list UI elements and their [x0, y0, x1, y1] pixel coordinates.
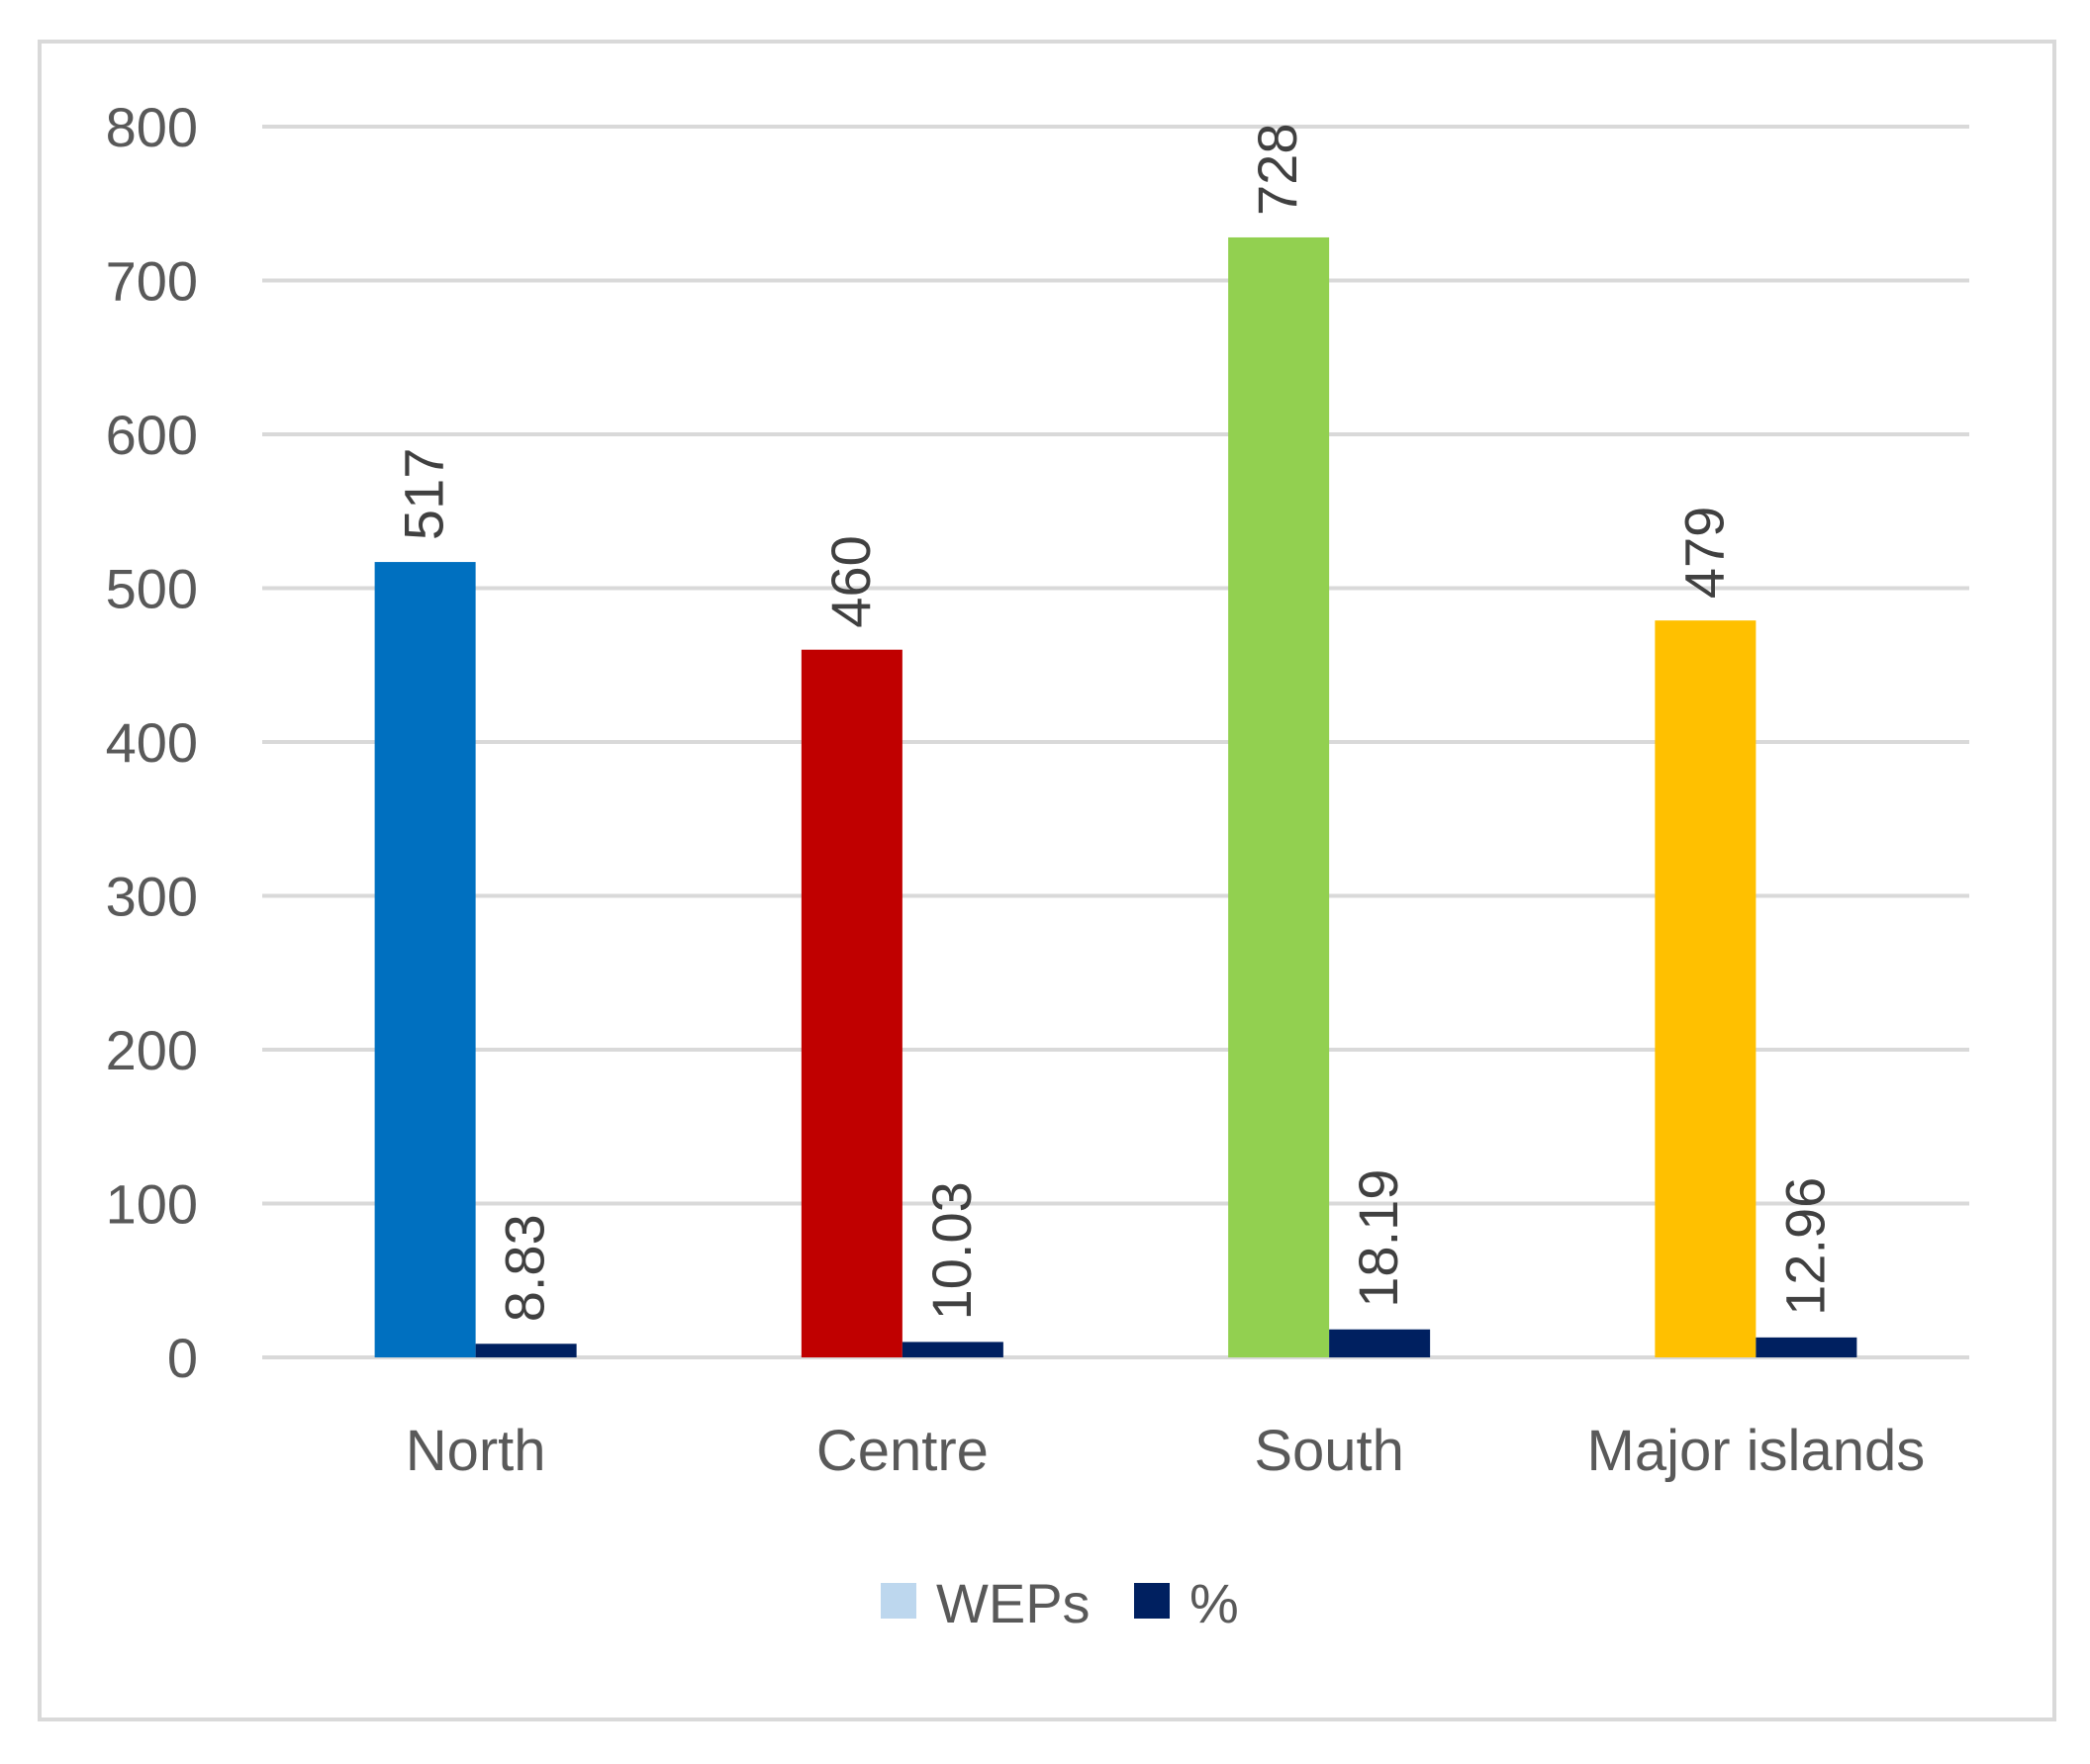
y-tick-label: 600 — [106, 404, 198, 466]
legend-label: % — [1189, 1572, 1239, 1634]
bars — [374, 236, 1857, 1358]
bar-weps — [801, 649, 902, 1357]
data-label: 12.96 — [1773, 1177, 1836, 1316]
x-category-label: North — [406, 1419, 546, 1483]
bar-weps — [374, 562, 476, 1357]
y-tick-label: 800 — [106, 96, 198, 158]
legend-swatch — [881, 1583, 916, 1619]
x-category-label: Centre — [816, 1419, 989, 1483]
legend-label: WEPs — [936, 1572, 1091, 1634]
y-tick-label: 0 — [167, 1327, 198, 1389]
y-tick-label: 500 — [106, 558, 198, 620]
bar-weps — [1655, 620, 1757, 1357]
data-labels: 517 8.83 460 10.03 728 18.19 479 12.96 — [393, 124, 1837, 1323]
legend: WEPs% — [881, 1572, 1239, 1634]
y-tick-label: 700 — [106, 250, 198, 313]
bar-weps — [1228, 236, 1330, 1358]
bar-percent — [475, 1344, 577, 1357]
y-tick-label: 400 — [106, 711, 198, 774]
data-label: 517 — [393, 448, 455, 540]
x-axis-categories: North Centre South Major islands — [406, 1419, 1926, 1483]
bar-percent — [1756, 1337, 1857, 1357]
data-label: 728 — [1246, 124, 1308, 216]
data-label: 460 — [819, 535, 882, 627]
data-label: 18.19 — [1347, 1169, 1409, 1308]
data-label: 10.03 — [920, 1181, 983, 1320]
data-label: 8.83 — [494, 1214, 556, 1322]
y-tick-label: 100 — [106, 1173, 198, 1236]
bar-percent — [902, 1342, 1003, 1357]
x-category-label: Major islands — [1587, 1419, 1926, 1483]
y-tick-label: 200 — [106, 1019, 198, 1081]
y-axis-ticks: 0 100 200 300 400 500 600 700 800 — [106, 96, 198, 1389]
x-category-label: South — [1254, 1419, 1404, 1483]
y-tick-label: 300 — [106, 866, 198, 928]
bar-percent — [1329, 1329, 1431, 1357]
data-label: 479 — [1672, 507, 1735, 599]
legend-swatch — [1134, 1583, 1170, 1619]
